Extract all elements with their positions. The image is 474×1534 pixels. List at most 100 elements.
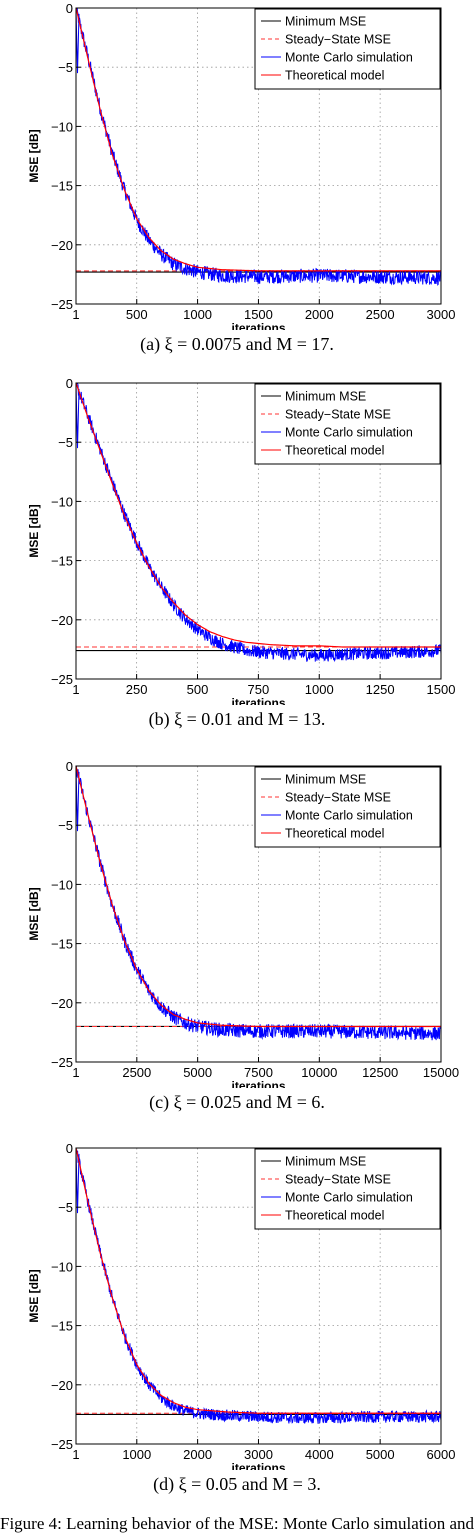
legend: Minimum MSE Steady−State MSE Monte Carlo s… — [254, 383, 441, 465]
x-tick-label: 2000 — [305, 307, 334, 322]
legend-entry-label: Monte Carlo simulation — [285, 51, 413, 65]
legend-entry-label: Steady−State MSE — [285, 1173, 391, 1187]
y-tick-label: −10 — [51, 494, 73, 509]
y-tick-label: −25 — [51, 1055, 73, 1070]
legend-entry-label: Minimum MSE — [285, 390, 366, 404]
x-tick-label: 15000 — [423, 1065, 459, 1080]
y-tick-label: 0 — [66, 759, 73, 774]
y-axis-label: MSE [dB] — [27, 504, 41, 557]
subfigure-caption: (b) ξ = 0.01 and M = 13. — [148, 709, 326, 729]
x-axis-label: iterations — [231, 696, 285, 705]
y-axis-label: MSE [dB] — [27, 129, 41, 182]
x-axis-label: iterations — [231, 1461, 285, 1470]
legend: Minimum MSE Steady−State MSE Monte Carlo s… — [254, 8, 441, 90]
chart-panel-a: 1 500 1000 1500 2000 2500 3000 0 −5 −10 −15 −20 −25 i… — [0, 0, 474, 383]
x-tick-label: 1 — [72, 1065, 79, 1080]
x-tick-label: 4000 — [305, 1447, 334, 1462]
y-axis-label: MSE [dB] — [27, 1269, 41, 1322]
legend-box — [254, 383, 441, 465]
legend-entry-label: Minimum MSE — [285, 1155, 366, 1169]
series-line-theoretical-model — [75, 765, 441, 1028]
y-tick-label: −10 — [51, 877, 73, 892]
y-tick-label: −25 — [51, 1437, 73, 1452]
legend: Minimum MSE Steady−State MSE Monte Carlo s… — [254, 1148, 441, 1230]
legend-entry-label: Minimum MSE — [285, 15, 366, 29]
subfigure-caption: (a) ξ = 0.0075 and M = 17. — [140, 334, 334, 354]
x-tick-label: 1 — [72, 682, 79, 697]
series-line-theoretical-model — [75, 382, 441, 648]
x-tick-label: 6000 — [427, 1447, 456, 1462]
y-tick-label: −5 — [58, 60, 73, 75]
legend-entry-label: Steady−State MSE — [285, 33, 391, 47]
x-tick-label: 1000 — [305, 682, 334, 697]
subfigure-caption: (d) ξ = 0.05 and M = 3. — [153, 1474, 321, 1494]
x-tick-label: 1500 — [244, 307, 273, 322]
x-tick-label: 1 — [72, 307, 79, 322]
x-tick-label: 750 — [248, 682, 270, 697]
y-tick-label: −25 — [51, 672, 73, 687]
series-line-monte-carlo-simulation — [75, 7, 442, 286]
y-tick-label: −20 — [51, 238, 73, 253]
x-tick-label: 2500 — [122, 1065, 151, 1080]
series-line-monte-carlo-simulation — [75, 765, 442, 1041]
chart-svg: 1 250 500 750 1000 1250 15000−5−10−15−20−25ite… — [27, 376, 456, 705]
y-tick-label: −10 — [51, 119, 73, 134]
y-tick-label: −15 — [51, 937, 73, 952]
chart-panel-c: 1 2500 5000 7500 10000 12500 15000 0 −5 −10 −15 −20… — [0, 758, 474, 1141]
legend-entry-label: Theoretical model — [285, 1209, 384, 1223]
chart-panel-b: 1 250 500 750 1000 1250 1500 0 −5 −10 −15 −20 −25 ite… — [0, 375, 474, 758]
y-tick-label: −20 — [51, 996, 73, 1011]
series-line-theoretical-model — [75, 1147, 441, 1414]
y-tick-label: −5 — [58, 818, 73, 833]
figure-footer-text: Figure 4: Learning behavior of the MSE: … — [0, 1514, 474, 1533]
chart-panel-d: 1 1000 2000 3000 4000 5000 6000 0 −5 −10 −15 −20 −25… — [0, 1140, 474, 1523]
x-tick-label: 1 — [72, 1447, 79, 1462]
x-tick-label: 7500 — [244, 1065, 273, 1080]
y-tick-label: −25 — [51, 297, 73, 312]
legend: Minimum MSE Steady−State MSE Monte Carlo s… — [254, 766, 441, 848]
legend-entry-label: Steady−State MSE — [285, 408, 391, 422]
x-tick-label: 12500 — [362, 1065, 398, 1080]
y-tick-label: −10 — [51, 1259, 73, 1274]
legend-entry-label: Minimum MSE — [285, 773, 366, 787]
y-axis-label: MSE [dB] — [27, 887, 41, 940]
y-tick-label: −5 — [58, 435, 73, 450]
y-tick-label: −15 — [51, 179, 73, 194]
series-line-theoretical-model — [75, 7, 441, 272]
x-tick-label: 10000 — [301, 1065, 337, 1080]
x-tick-label: 3000 — [427, 307, 456, 322]
legend-entry-label: Monte Carlo simulation — [285, 809, 413, 823]
x-tick-label: 5000 — [366, 1447, 395, 1462]
subfigure-caption: (c) ξ = 0.025 and M = 6. — [149, 1092, 325, 1112]
chart-svg: 1 1000 2000 3000 4000 5000 6000 0 −5 −10 −15 −20 −25… — [27, 1141, 456, 1470]
x-axis-label: iterations — [231, 1079, 285, 1088]
x-tick-label: 2000 — [183, 1447, 212, 1462]
chart-svg: 1 500 1000 1500 2000 2500 30000−5−10−15−20−25i… — [27, 1, 456, 330]
x-tick-label: 5000 — [183, 1065, 212, 1080]
legend-box — [254, 8, 441, 90]
x-tick-label: 1500 — [427, 682, 456, 697]
y-tick-label: −20 — [51, 613, 73, 628]
y-tick-label: 0 — [66, 376, 73, 391]
legend-box — [254, 766, 441, 848]
y-tick-label: 0 — [66, 1, 73, 16]
x-tick-label: 1250 — [366, 682, 395, 697]
y-tick-label: −15 — [51, 554, 73, 569]
legend-box — [254, 1148, 441, 1230]
legend-entry-label: Steady−State MSE — [285, 791, 391, 805]
x-tick-label: 250 — [126, 682, 148, 697]
legend-entry-label: Theoretical model — [285, 444, 384, 458]
x-tick-label: 500 — [126, 307, 148, 322]
x-axis-label: iterations — [231, 321, 285, 330]
legend-entry-label: Theoretical model — [285, 827, 384, 841]
legend-entry-label: Monte Carlo simulation — [285, 426, 413, 440]
y-tick-label: 0 — [66, 1141, 73, 1156]
x-tick-label: 3000 — [244, 1447, 273, 1462]
legend-entry-label: Monte Carlo simulation — [285, 1191, 413, 1205]
y-tick-label: −15 — [51, 1319, 73, 1334]
legend-entry-label: Theoretical model — [285, 69, 384, 83]
y-tick-label: −5 — [58, 1200, 73, 1215]
chart-svg: 1 2500 5000 7500 10000 12500 150000−5−10−15−20… — [27, 759, 459, 1088]
x-tick-label: 2500 — [366, 307, 395, 322]
y-tick-label: −20 — [51, 1378, 73, 1393]
